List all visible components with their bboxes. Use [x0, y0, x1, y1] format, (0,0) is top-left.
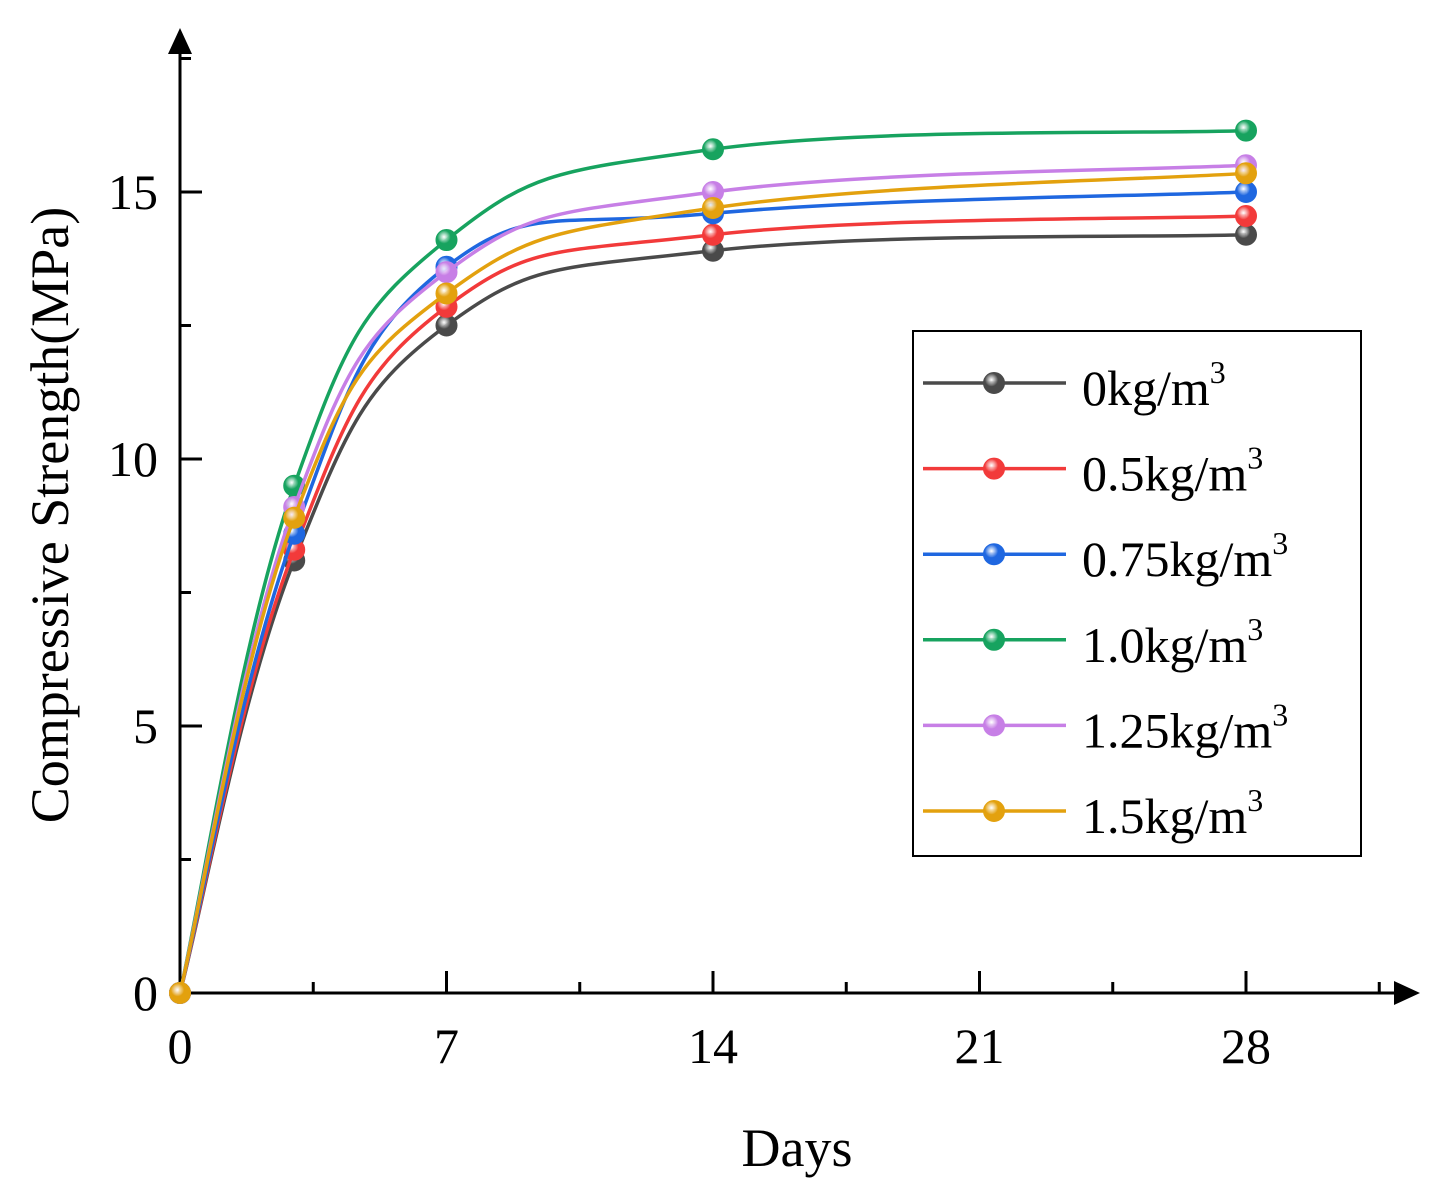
x-tick-label: 14: [688, 1018, 738, 1074]
legend-label: 1.25kg/m3: [1082, 696, 1288, 758]
legend-marker: [983, 800, 1005, 822]
legend-item: 0.75kg/m3: [923, 525, 1288, 587]
legend-unit-superscript: 3: [1210, 354, 1226, 390]
legend-item: 0.5kg/m3: [923, 440, 1263, 502]
legend-label: 0.5kg/m3: [1082, 440, 1263, 502]
data-point: [435, 229, 458, 252]
x-tick-label: 28: [1221, 1018, 1271, 1074]
data-point: [702, 138, 724, 161]
x-axis-arrow: [1394, 981, 1420, 1005]
y-tick-label: 5: [133, 698, 158, 754]
x-axis-title: Days: [742, 1118, 853, 1178]
legend-unit-superscript: 3: [1272, 525, 1288, 561]
legend-unit-superscript: 3: [1247, 611, 1263, 647]
data-point: [1235, 162, 1257, 185]
data-point: [1235, 223, 1257, 246]
data-point: [435, 261, 458, 284]
data-point: [1235, 119, 1257, 142]
y-tick-label: 15: [108, 164, 158, 220]
legend-box: [912, 330, 1362, 857]
series-1-5kg-m: [169, 162, 1257, 1004]
data-point: [1235, 181, 1257, 203]
data-point: [702, 223, 724, 246]
legend-unit-superscript: 3: [1247, 782, 1263, 818]
tick-labels: 0 7 14 21 28 0 5 10 15: [108, 164, 1271, 1074]
y-tick-label: 0: [133, 965, 158, 1021]
legend-marker: [983, 628, 1005, 651]
legend-unit-superscript: 3: [1247, 440, 1263, 476]
legend-label: 1.0kg/m3: [1082, 611, 1263, 673]
data-point: [435, 282, 458, 305]
y-tick-label: 10: [108, 431, 158, 487]
legend-unit-superscript: 3: [1272, 696, 1288, 732]
legend-item: 1.0kg/m3: [923, 611, 1263, 673]
legend-item: 1.5kg/m3: [923, 782, 1263, 844]
data-point: [1235, 205, 1257, 228]
series-layer: [169, 119, 1257, 1004]
y-axis-arrow: [168, 28, 192, 54]
x-tick-label: 7: [434, 1018, 459, 1074]
legend-marker: [983, 714, 1005, 737]
x-tick-label: 21: [955, 1018, 1005, 1074]
legend-marker: [983, 457, 1005, 480]
legend-marker: [983, 543, 1005, 566]
legend-label: 0kg/m3: [1082, 354, 1226, 416]
data-point: [702, 197, 724, 220]
data-point: [283, 506, 306, 529]
legend-marker: [983, 372, 1005, 394]
legend-item: 0kg/m3: [923, 354, 1226, 416]
data-point: [169, 982, 191, 1004]
axes: [168, 28, 1420, 1005]
legend: 0kg/m3 0.5kg/m3 0.75kg/m3 1.0kg/m3 1.25kg/m3…: [912, 330, 1362, 857]
legend-label: 1.5kg/m3: [1082, 782, 1263, 844]
y-axis-title: Compressive Strength(MPa): [20, 207, 80, 823]
legend-item: 1.25kg/m3: [923, 696, 1288, 758]
data-point: [435, 314, 458, 337]
legend-label: 0.75kg/m3: [1082, 525, 1288, 587]
x-tick-label: 0: [168, 1018, 193, 1074]
